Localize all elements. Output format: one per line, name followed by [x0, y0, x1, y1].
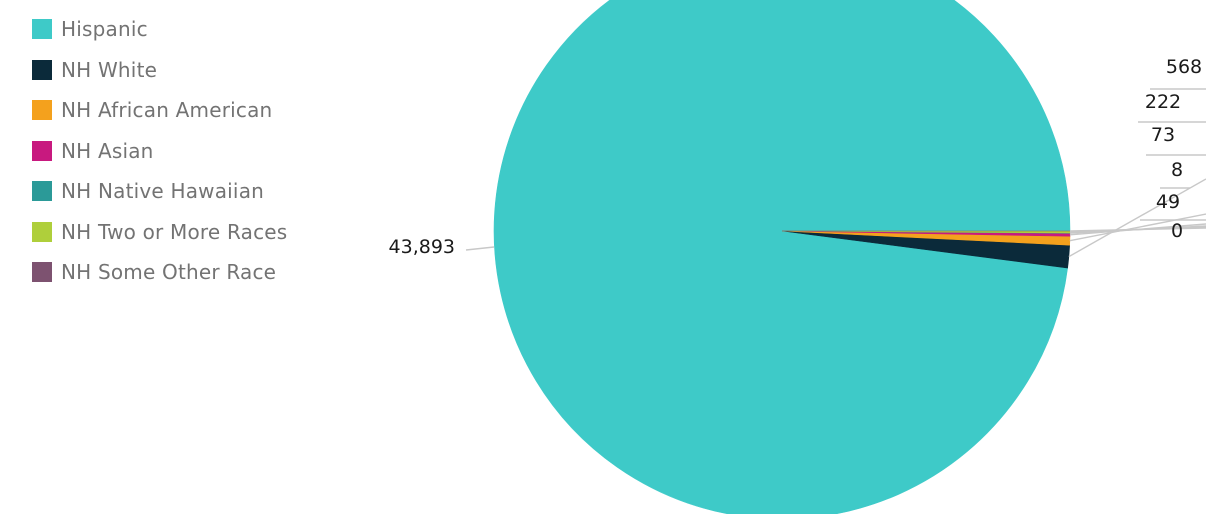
chart-legend: Hispanic NH White NH African American NH As… [32, 9, 287, 293]
legend-label: NH Some Other Race [61, 260, 277, 285]
legend-item[interactable]: Hispanic [32, 9, 287, 50]
legend-label: NH White [61, 57, 158, 82]
data-label: 73 [1151, 124, 1175, 146]
legend-item[interactable]: NH White [32, 50, 287, 91]
leader-line [1069, 227, 1206, 232]
legend-item[interactable]: NH Two or More Races [32, 212, 287, 253]
leader-lines [465, 88, 1206, 258]
legend-item[interactable]: NH Asian [32, 131, 287, 172]
leader-line [465, 246, 495, 251]
legend-swatch [32, 221, 52, 242]
leader-line [1068, 178, 1206, 258]
legend-label: Hispanic [61, 17, 148, 42]
legend-item[interactable]: NH Some Other Race [32, 252, 287, 293]
legend-swatch [32, 181, 52, 202]
data-label: 8 [1171, 159, 1183, 181]
data-label: 49 [1156, 191, 1180, 213]
legend-swatch [32, 59, 52, 80]
legend-swatch [32, 19, 52, 40]
legend-item[interactable]: NH African American [32, 90, 287, 131]
legend-swatch [32, 140, 52, 161]
legend-item[interactable]: NH Native Hawaiian [32, 171, 287, 212]
data-label: 43,893 [389, 236, 455, 258]
pie-slices [493, 0, 1071, 514]
leader-line [1069, 213, 1206, 242]
data-label: 222 [1145, 91, 1181, 113]
legend-label: NH Two or More Races [61, 219, 288, 244]
legend-label: NH Native Hawaiian [61, 179, 265, 204]
data-label: 0 [1171, 220, 1183, 242]
pie-slice[interactable] [493, 0, 1071, 514]
legend-swatch [32, 262, 52, 283]
legend-swatch [32, 100, 52, 121]
data-labels: 43,893 568 222 73 8 49 0 [389, 56, 1203, 258]
legend-label: NH African American [61, 98, 273, 123]
legend-label: NH Asian [61, 138, 154, 163]
data-label: 568 [1166, 56, 1202, 78]
